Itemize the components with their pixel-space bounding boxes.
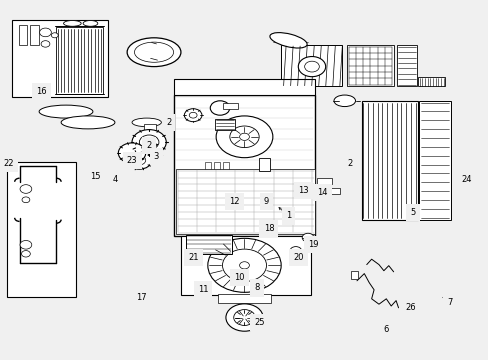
Text: 24: 24: [461, 175, 471, 184]
Bar: [223, 103, 237, 109]
Bar: [144, 124, 156, 135]
Bar: [7, 162, 76, 297]
Bar: [417, 77, 444, 86]
Bar: [316, 178, 331, 184]
Circle shape: [207, 238, 281, 292]
Text: 11: 11: [197, 285, 208, 294]
Bar: [215, 119, 234, 130]
Ellipse shape: [83, 21, 98, 26]
Text: 16: 16: [36, 87, 47, 96]
Circle shape: [127, 151, 151, 169]
Text: 10: 10: [234, 273, 244, 282]
Ellipse shape: [61, 116, 115, 129]
Ellipse shape: [39, 105, 93, 118]
Bar: [205, 162, 211, 169]
Bar: [173, 95, 315, 236]
Circle shape: [20, 185, 32, 193]
Text: 21: 21: [187, 253, 198, 262]
Ellipse shape: [63, 21, 81, 26]
Circle shape: [302, 233, 313, 242]
Circle shape: [21, 251, 30, 257]
Bar: [176, 169, 315, 234]
Text: 2: 2: [346, 159, 351, 168]
Bar: [361, 101, 417, 220]
Text: 22: 22: [3, 159, 14, 168]
Bar: [350, 271, 358, 279]
Text: 19: 19: [307, 240, 318, 249]
Text: 25: 25: [253, 318, 264, 327]
Text: 20: 20: [292, 253, 303, 262]
Circle shape: [41, 41, 50, 47]
Ellipse shape: [333, 95, 355, 107]
Ellipse shape: [127, 38, 181, 67]
Ellipse shape: [269, 33, 306, 48]
Circle shape: [298, 57, 325, 77]
Text: 4: 4: [112, 175, 117, 184]
Text: 2: 2: [166, 118, 171, 127]
Bar: [181, 236, 310, 295]
Text: 26: 26: [405, 303, 415, 312]
Text: 9: 9: [264, 197, 268, 206]
Bar: [173, 79, 315, 95]
Bar: [56, 27, 102, 94]
Bar: [281, 45, 342, 86]
Bar: [271, 7, 483, 95]
Bar: [346, 45, 393, 86]
Text: 12: 12: [229, 197, 240, 206]
Circle shape: [40, 28, 51, 37]
Bar: [217, 294, 271, 303]
Text: 17: 17: [136, 292, 147, 302]
Circle shape: [133, 156, 145, 165]
Text: 15: 15: [90, 172, 101, 181]
Bar: [325, 188, 339, 194]
Circle shape: [222, 249, 266, 282]
Circle shape: [304, 61, 319, 72]
Circle shape: [51, 33, 58, 38]
Circle shape: [233, 310, 255, 325]
Text: 6: 6: [383, 325, 388, 334]
Ellipse shape: [132, 118, 161, 127]
Circle shape: [216, 116, 272, 158]
Bar: [418, 101, 450, 220]
Text: 5: 5: [410, 208, 415, 217]
Circle shape: [239, 262, 249, 269]
Circle shape: [225, 304, 263, 331]
Text: 8: 8: [254, 284, 259, 292]
Circle shape: [229, 126, 259, 148]
Bar: [214, 162, 220, 169]
Circle shape: [184, 109, 202, 122]
Circle shape: [239, 133, 249, 140]
Text: 1: 1: [285, 211, 290, 220]
Bar: [12, 20, 107, 97]
Circle shape: [189, 112, 197, 118]
Circle shape: [20, 240, 32, 249]
Text: 13: 13: [297, 186, 308, 195]
Bar: [19, 25, 27, 45]
Text: 2: 2: [146, 141, 151, 150]
Bar: [7, 13, 200, 157]
Text: 23: 23: [126, 156, 137, 165]
Ellipse shape: [134, 42, 173, 62]
Text: 3: 3: [154, 152, 159, 161]
Circle shape: [289, 247, 301, 255]
Text: 7: 7: [447, 298, 451, 307]
Text: 18: 18: [263, 224, 274, 233]
Circle shape: [132, 130, 166, 155]
Bar: [185, 235, 232, 254]
Circle shape: [22, 197, 30, 203]
Bar: [223, 162, 228, 169]
Circle shape: [139, 135, 159, 149]
Bar: [259, 158, 269, 171]
Circle shape: [210, 101, 229, 115]
Bar: [396, 45, 416, 86]
Bar: [30, 25, 39, 45]
Text: 14: 14: [317, 188, 327, 197]
Circle shape: [118, 143, 145, 163]
